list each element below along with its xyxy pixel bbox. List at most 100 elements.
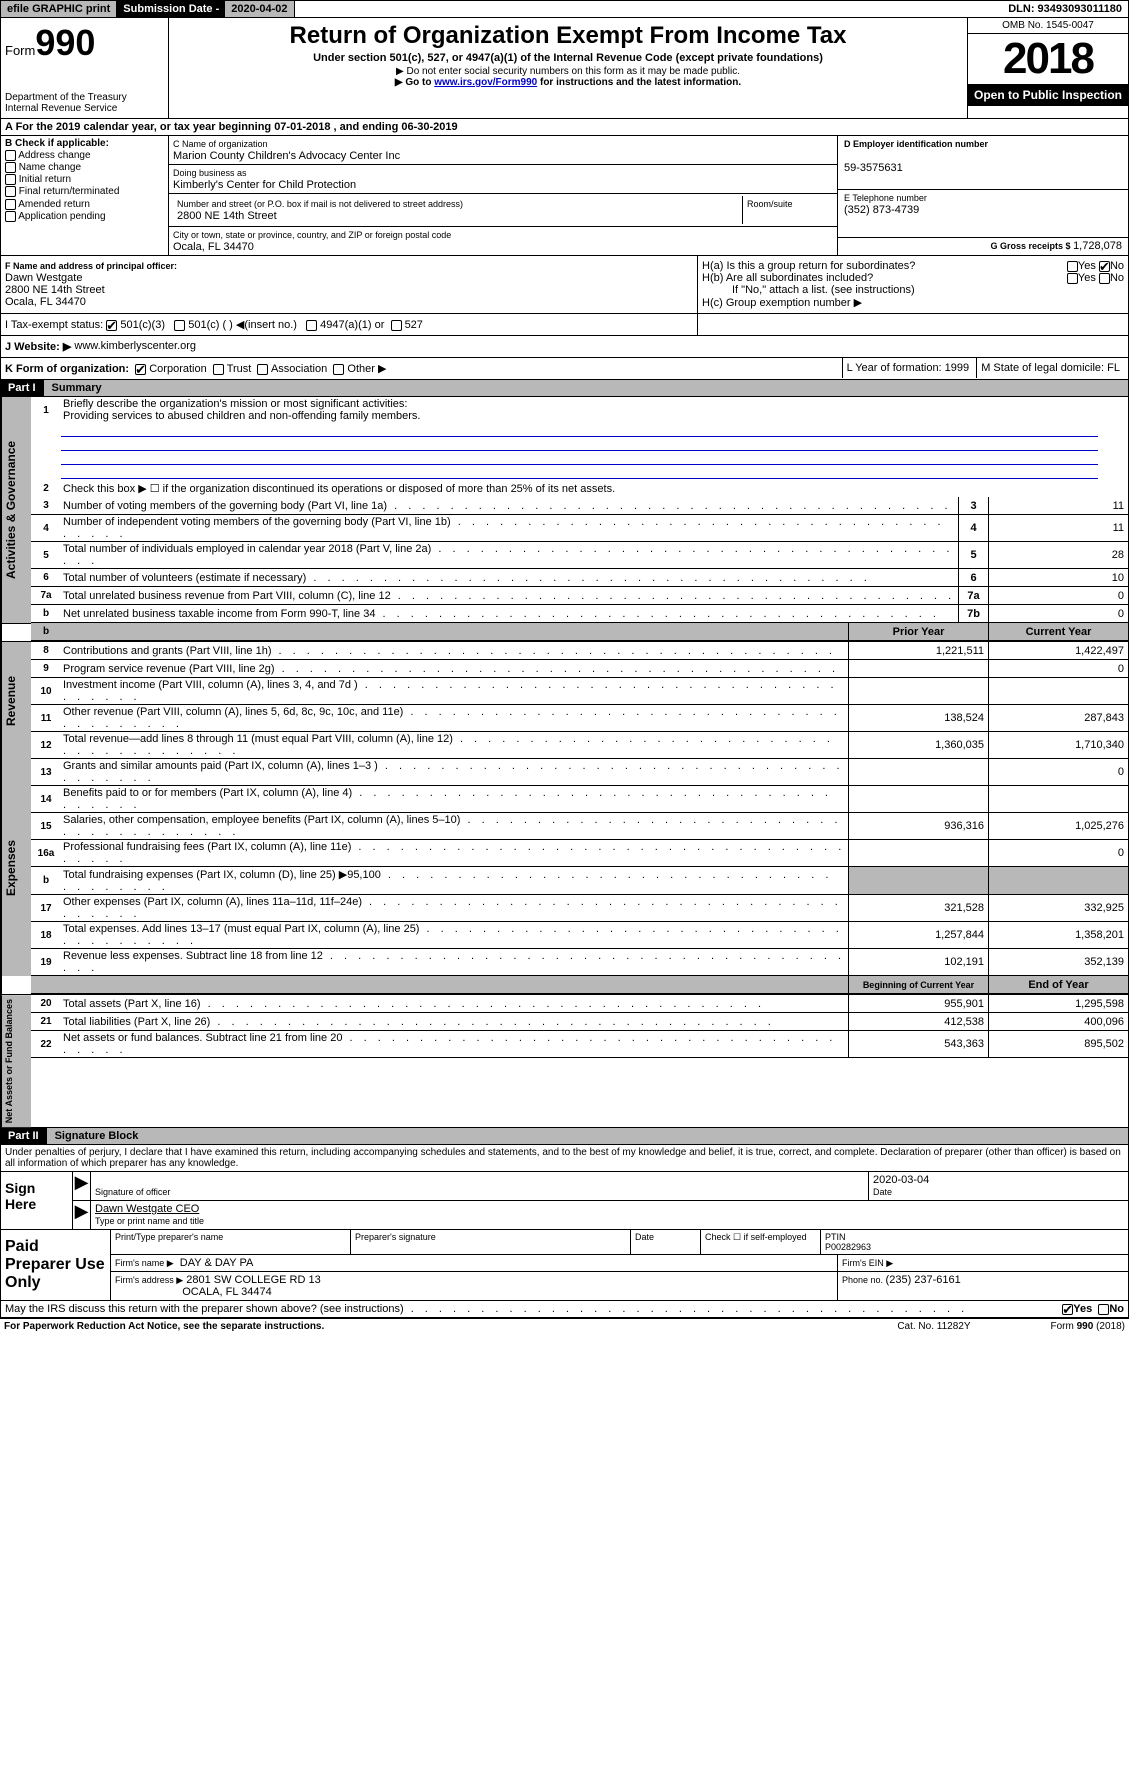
instr2-post: for instructions and the latest informat… [537, 77, 741, 88]
officer-label: F Name and address of principal officer: [5, 261, 177, 271]
ptin-label: PTIN [825, 1232, 846, 1242]
street: 2800 NE 14th Street [177, 210, 277, 222]
officer-street: 2800 NE 14th Street [5, 284, 105, 296]
assoc-checkbox[interactable] [257, 364, 268, 375]
footer-right: Form 990 (2018) [1051, 1321, 1125, 1332]
prep-label: Paid Preparer Use Only [1, 1230, 111, 1300]
sig-name-label: Type or print name and title [95, 1216, 204, 1226]
l1-text: Providing services to abused children an… [63, 410, 421, 422]
ha-yes[interactable] [1067, 261, 1078, 272]
part2-header: Part II [0, 1128, 47, 1145]
state-domicile: M State of legal domicile: FL [976, 358, 1124, 378]
phone: (352) 873-4739 [844, 204, 919, 216]
begin-hdr: Beginning of Current Year [848, 976, 988, 993]
other-checkbox[interactable] [333, 364, 344, 375]
form-label: Form [5, 43, 35, 58]
footer-left: For Paperwork Reduction Act Notice, see … [4, 1321, 324, 1332]
ha-label: H(a) Is this a group return for subordin… [702, 260, 915, 272]
sig-name: Dawn Westgate CEO [95, 1203, 199, 1215]
firm-name: DAY & DAY PA [180, 1257, 254, 1269]
room-label: Room/suite [747, 199, 793, 209]
subdate: 2020-04-02 [225, 1, 293, 17]
officer-name: Dawn Westgate [5, 272, 82, 284]
exp-label: Expenses [1, 759, 31, 976]
topbar: efile GRAPHIC print Submission Date - 20… [0, 0, 1129, 18]
instr2-link[interactable]: www.irs.gov/Form990 [434, 77, 537, 88]
main-title: Return of Organization Exempt From Incom… [173, 22, 963, 50]
officer-sig-label: Signature of officer [95, 1187, 170, 1197]
sig-date-label: Date [873, 1187, 892, 1197]
open-inspection: Open to Public Inspection [968, 84, 1128, 106]
sig-date: 2020-03-04 [873, 1174, 929, 1186]
dba: Kimberly's Center for Child Protection [173, 179, 356, 191]
part2-title: Signature Block [47, 1128, 1129, 1145]
527-checkbox[interactable] [391, 320, 402, 331]
rev-label: Revenue [1, 642, 31, 759]
city: Ocala, FL 34470 [173, 241, 254, 253]
dln: DLN: 93493093011180 [1002, 1, 1128, 17]
sig-decl: Under penalties of perjury, I declare th… [1, 1145, 1128, 1171]
instr1: ▶ Do not enter social security numbers o… [173, 66, 963, 77]
officer-city: Ocala, FL 34470 [5, 296, 86, 308]
ein-label2: Firm's EIN ▶ [842, 1258, 893, 1268]
city-label: City or town, state or province, country… [173, 230, 451, 240]
subtitle: Under section 501(c), 527, or 4947(a)(1)… [173, 52, 963, 64]
name-change-checkbox[interactable] [5, 162, 16, 173]
section-deg: D Employer identification number59-35756… [838, 136, 1128, 255]
current-hdr: Current Year [988, 623, 1128, 640]
firm-addr2: OCALA, FL 34474 [182, 1286, 271, 1298]
501c3-checkbox[interactable] [106, 320, 117, 331]
ein: 59-3575631 [844, 162, 903, 174]
hb-yes[interactable] [1067, 273, 1078, 284]
efile-label[interactable]: efile GRAPHIC print [1, 1, 117, 17]
phone-label: E Telephone number [844, 193, 927, 203]
prep-h3: Date [631, 1230, 701, 1254]
4947-checkbox[interactable] [306, 320, 317, 331]
l1-label: Briefly describe the organization's miss… [63, 398, 407, 410]
hb-no[interactable] [1099, 273, 1110, 284]
discuss-no[interactable] [1098, 1304, 1109, 1315]
k-label: K Form of organization: [5, 363, 129, 375]
prep-h4: Check ☐ if self-employed [701, 1230, 821, 1254]
section-b: B Check if applicable: Address change Na… [1, 136, 169, 255]
year-formation: L Year of formation: 1999 [842, 358, 974, 378]
addr-label: Firm's address ▶ [115, 1275, 183, 1285]
trust-checkbox[interactable] [213, 364, 224, 375]
prep-h1: Print/Type preparer's name [111, 1230, 351, 1254]
omb: OMB No. 1545-0047 [968, 18, 1128, 34]
website-label: J Website: ▶ [5, 340, 71, 353]
firm-phone: (235) 237-6161 [886, 1274, 961, 1286]
app-pending-checkbox[interactable] [5, 211, 16, 222]
dba-label: Doing business as [173, 168, 247, 178]
hc-label: H(c) Group exemption number ▶ [702, 296, 1124, 309]
firm-addr1: 2801 SW COLLEGE RD 13 [186, 1274, 321, 1286]
net-label: Net Assets or Fund Balances [1, 995, 31, 1127]
final-return-checkbox[interactable] [5, 186, 16, 197]
discuss-yes[interactable] [1062, 1304, 1073, 1315]
prep-h2: Preparer's signature [351, 1230, 631, 1254]
addr-change-checkbox[interactable] [5, 150, 16, 161]
initial-return-checkbox[interactable] [5, 174, 16, 185]
header: Form990 Department of the Treasury Inter… [0, 18, 1129, 119]
ha-no[interactable] [1099, 261, 1110, 272]
hb-note: If "No," attach a list. (see instruction… [702, 284, 1124, 296]
hb-label: H(b) Are all subordinates included? [702, 272, 873, 284]
end-hdr: End of Year [988, 976, 1128, 993]
discuss-text: May the IRS discuss this return with the… [5, 1303, 404, 1315]
l2: Check this box ▶ ☐ if the organization d… [61, 481, 1128, 496]
period: A For the 2019 calendar year, or tax yea… [0, 119, 1129, 136]
sig-arrow-icon: ▶ [73, 1172, 91, 1200]
form-number: 990 [35, 22, 95, 63]
b-label: B Check if applicable: [5, 138, 109, 149]
dept: Department of the Treasury Internal Reve… [5, 92, 164, 114]
amended-checkbox[interactable] [5, 199, 16, 210]
gov-label: Activities & Governance [1, 397, 31, 623]
instr2-pre: ▶ Go to [395, 77, 434, 88]
ptin: P00282963 [825, 1242, 871, 1252]
501c-checkbox[interactable] [174, 320, 185, 331]
year: 2018 [968, 34, 1128, 84]
part1-header: Part I [0, 380, 44, 397]
street-label: Number and street (or P.O. box if mail i… [177, 199, 463, 209]
gross: 1,728,078 [1073, 240, 1122, 252]
corp-checkbox[interactable] [135, 364, 146, 375]
